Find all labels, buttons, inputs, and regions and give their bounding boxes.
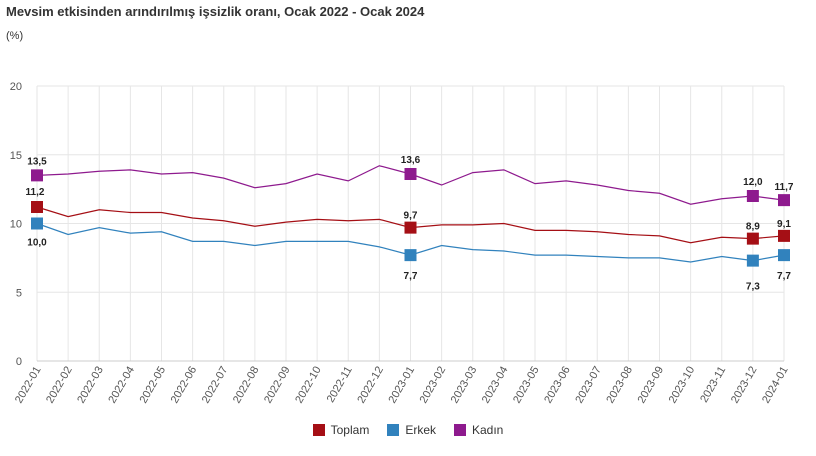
legend-label: Toplam xyxy=(330,423,370,437)
data-label: 11,7 xyxy=(775,182,794,193)
legend-item[interactable]: Toplam xyxy=(312,423,370,437)
legend-item[interactable]: Erkek xyxy=(387,423,436,437)
data-point-marker xyxy=(778,249,790,262)
legend-swatch xyxy=(312,424,325,436)
x-tick-label: 2022-02 xyxy=(44,365,75,406)
x-tick-label: 2022-04 xyxy=(106,365,137,406)
x-tick-label: 2024-01 xyxy=(760,365,791,406)
data-label: 9,7 xyxy=(404,211,418,222)
y-tick-label: 15 xyxy=(10,150,22,162)
x-tick-label: 2023-06 xyxy=(542,365,573,406)
data-label: 11,2 xyxy=(26,187,45,198)
y-tick-label: 20 xyxy=(10,81,22,93)
x-tick-label: 2022-07 xyxy=(200,365,231,406)
chart-legend: Toplam Erkek Kadın xyxy=(0,423,816,437)
data-label: 9,1 xyxy=(777,219,791,230)
x-tick-label: 2023-05 xyxy=(511,365,542,406)
data-point-marker xyxy=(31,201,43,213)
x-tick-label: 2023-11 xyxy=(698,365,728,405)
data-label: 7,7 xyxy=(777,271,791,282)
data-label: 10,0 xyxy=(27,238,47,249)
data-point-marker xyxy=(778,194,790,207)
x-tick-label: 2022-05 xyxy=(138,365,169,406)
legend-swatch xyxy=(454,424,466,436)
legend-label: Erkek xyxy=(405,423,436,437)
y-tick-label: 10 xyxy=(10,219,22,231)
data-point-marker xyxy=(746,254,759,267)
legend-item[interactable]: Kadın xyxy=(454,423,503,437)
chart-unit-label: (%) xyxy=(6,30,24,42)
data-label: 7,3 xyxy=(746,282,760,293)
x-tick-label: 2022-06 xyxy=(169,365,200,406)
data-point-marker xyxy=(31,217,43,230)
x-tick-label: 2023-08 xyxy=(604,365,635,406)
data-point-marker xyxy=(31,169,43,182)
x-tick-label: 2023-03 xyxy=(449,365,480,406)
x-tick-label: 2022-11 xyxy=(325,365,355,405)
x-tick-label: 2023-07 xyxy=(573,365,604,406)
y-tick-label: 5 xyxy=(16,287,22,299)
x-tick-label: 2023-02 xyxy=(418,365,449,406)
legend-label: Kadın xyxy=(472,423,504,437)
data-label: 12,0 xyxy=(743,177,763,188)
legend-swatch xyxy=(387,424,400,436)
x-tick-label: 2022-01 xyxy=(13,365,44,406)
data-point-marker xyxy=(404,221,417,234)
data-point-marker xyxy=(746,190,759,202)
data-label: 7,7 xyxy=(404,271,418,282)
data-point-marker xyxy=(404,249,417,262)
data-point-marker xyxy=(746,232,759,245)
x-tick-label: 2022-08 xyxy=(231,365,262,406)
x-tick-label: 2022-10 xyxy=(293,365,324,406)
x-tick-label: 2023-09 xyxy=(636,365,667,406)
data-label: 13,6 xyxy=(401,155,421,166)
x-tick-label: 2022-12 xyxy=(355,365,386,406)
x-tick-label: 2023-04 xyxy=(480,365,511,406)
y-tick-label: 0 xyxy=(16,356,22,368)
x-tick-label: 2022-09 xyxy=(262,365,293,406)
data-point-marker xyxy=(778,229,790,242)
chart-title: Mevsim etkisinden arındırılmış işsizlik … xyxy=(6,4,425,19)
data-point-marker xyxy=(404,168,417,180)
x-tick-label: 2023-10 xyxy=(667,365,698,406)
x-tick-label: 2023-01 xyxy=(387,365,418,406)
x-tick-label: 2022-03 xyxy=(75,365,106,406)
data-label: 8,9 xyxy=(746,222,760,233)
x-tick-label: 2023-12 xyxy=(729,365,760,406)
data-label: 13,5 xyxy=(27,156,47,167)
